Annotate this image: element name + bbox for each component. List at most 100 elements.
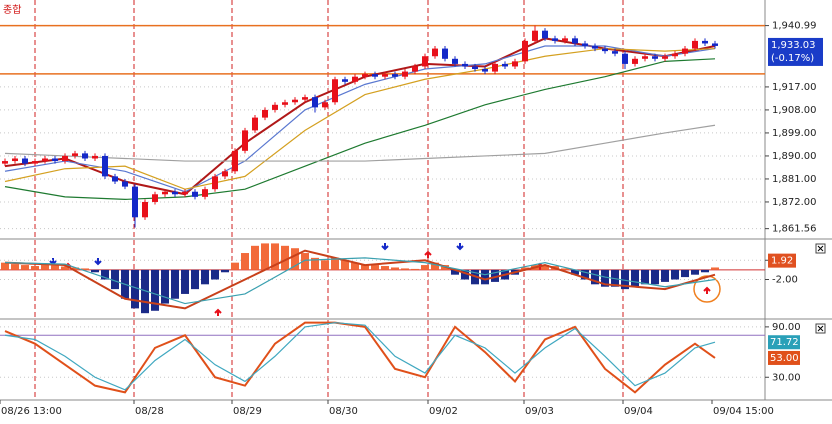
indicator-line [4, 124, 716, 162]
candle-body [272, 104, 278, 110]
candle-body [262, 109, 268, 118]
candle-body [92, 155, 98, 159]
price-box [768, 37, 823, 66]
histogram-bar [651, 269, 659, 285]
histogram-bar [101, 269, 109, 280]
candle-body [42, 158, 48, 162]
candle-body [712, 43, 718, 46]
candle-body [472, 66, 478, 70]
histogram-bar [671, 269, 679, 280]
histogram-bar [521, 267, 529, 270]
histogram-bar [451, 269, 459, 275]
sell-arrow [381, 243, 389, 251]
histogram-bar [541, 265, 549, 270]
candle-body [632, 58, 638, 64]
candle-body [462, 63, 468, 67]
candle-body [32, 161, 38, 164]
candle-body [172, 191, 178, 195]
histogram-bar [291, 248, 299, 270]
histogram-bar [41, 265, 49, 270]
candle-body [682, 48, 688, 54]
histogram-bar [71, 267, 79, 270]
candle-body [332, 79, 338, 103]
candle-body [102, 155, 108, 177]
histogram-bar [641, 269, 649, 285]
last-value: 1.92 [771, 256, 793, 267]
histogram-bar [411, 268, 419, 270]
histogram-bar [571, 269, 579, 275]
candle-body [232, 150, 238, 172]
candle-body [132, 186, 138, 218]
close-buttons [815, 243, 826, 334]
y-tick-label: -2.00 [772, 275, 798, 286]
histogram-bar [561, 268, 569, 270]
histogram-bar [591, 269, 599, 285]
candle-body [162, 191, 168, 195]
histogram-bar [581, 269, 589, 280]
histogram-bar [461, 269, 469, 280]
histogram-bar [701, 269, 709, 273]
histogram-bar [301, 253, 309, 270]
value-box [768, 253, 796, 268]
histogram-bar [271, 243, 279, 270]
last-price: 1,933.03 [771, 40, 816, 51]
candle-body [672, 53, 678, 57]
histogram-bar [281, 245, 289, 270]
candle-body [652, 56, 658, 59]
candle-body [52, 158, 58, 162]
candle-body [452, 58, 458, 64]
y-tick-label: 1,872.00 [772, 197, 817, 208]
candle-body [12, 158, 18, 162]
candle-body [252, 117, 258, 131]
histogram-bar [321, 260, 329, 270]
y-tick-label: 1,908.00 [772, 105, 817, 116]
candle-body [502, 63, 508, 67]
histogram-bar [661, 269, 669, 282]
candle-body [492, 63, 498, 72]
y-tick-label: 1,881.00 [772, 174, 817, 185]
candle-body [422, 56, 428, 67]
candle-body [62, 155, 68, 162]
x-tick-label: 09/03 [525, 406, 554, 417]
candle-body [362, 74, 368, 77]
candle-body [402, 71, 408, 77]
histogram-bar [421, 265, 429, 270]
candle-body [82, 153, 88, 159]
candle-body [392, 74, 398, 77]
histogram-bar [481, 269, 489, 285]
histogram-bar [81, 268, 89, 270]
candle-body [532, 30, 538, 41]
histogram-bar [171, 269, 179, 299]
histogram-bar [91, 269, 99, 273]
candle-body [442, 48, 448, 59]
candle-body [182, 191, 188, 195]
histogram-bar [191, 269, 199, 290]
histogram-bar [351, 262, 359, 270]
x-tick-label: 08/26 13:00 [1, 406, 62, 417]
histogram-bar [371, 265, 379, 270]
histogram-bar [311, 257, 319, 270]
candle-body [2, 161, 8, 164]
last-value: 71.72 [770, 337, 799, 348]
histogram-bar [491, 269, 499, 282]
candle-body [122, 181, 128, 187]
candle-body [482, 69, 488, 72]
candle-body [522, 40, 528, 62]
y-tick-label: 1,899.00 [772, 128, 817, 139]
histogram-bar [251, 245, 259, 270]
x-tick-label: 09/04 [624, 406, 653, 417]
candle-body [112, 176, 118, 182]
candle-body [342, 79, 348, 82]
candle-body [242, 130, 248, 151]
candle-body [542, 30, 548, 39]
histogram-bar [431, 262, 439, 270]
candle-body [692, 40, 698, 49]
histogram-bar [61, 266, 69, 270]
indicator-line [4, 45, 716, 193]
sell-arrow [456, 243, 464, 251]
histogram-bar [221, 269, 229, 273]
candle-body [72, 153, 78, 156]
histogram-bar [181, 269, 189, 294]
